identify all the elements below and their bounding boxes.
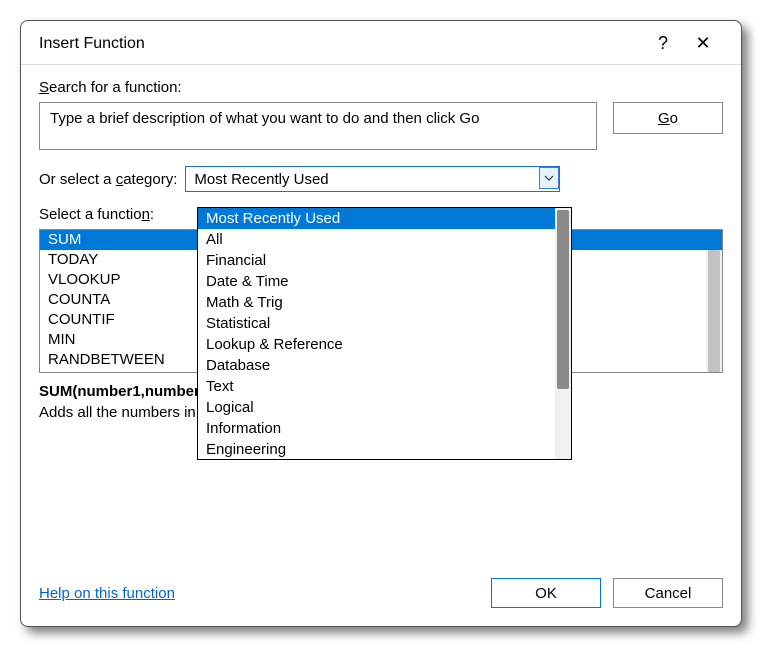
category-select-value: Most Recently Used [194,171,551,188]
category-label-post: ategory: [123,171,177,188]
list-item[interactable]: Logical [198,397,571,418]
cancel-button[interactable]: Cancel [613,578,723,608]
list-item[interactable]: Math & Trig [198,292,571,313]
category-row: Or select a category: Most Recently Used [39,166,723,192]
go-button-accel: G [658,110,670,127]
category-select[interactable]: Most Recently Used [185,166,560,192]
function-list-label-post: : [150,206,154,223]
search-label-text: earch for a function: [49,79,182,96]
dialog-title: Insert Function [39,35,643,53]
category-dropdown-list[interactable]: Most Recently UsedAllFinancialDate & Tim… [197,207,572,460]
go-button[interactable]: Go [613,102,723,134]
list-item[interactable]: All [198,229,571,250]
list-item[interactable]: Engineering [198,439,571,460]
search-input[interactable]: Type a brief description of what you wan… [39,102,597,150]
scrollbar-thumb[interactable] [557,210,569,389]
dialog-content: Search for a function: Type a brief desc… [21,65,741,578]
help-link[interactable]: Help on this function [39,585,479,602]
scrollbar-thumb[interactable] [708,250,720,372]
function-list-label-accel: n [142,206,150,223]
list-item[interactable]: Information [198,418,571,439]
ok-button[interactable]: OK [491,578,601,608]
category-label-pre: Or select a [39,171,116,188]
list-item[interactable]: Financial [198,250,571,271]
search-label-accel: S [39,79,49,96]
scrollbar[interactable] [706,250,722,372]
scrollbar[interactable] [555,208,571,459]
list-item[interactable]: Statistical [198,313,571,334]
help-icon[interactable]: ? [643,33,683,54]
list-item[interactable]: Database [198,355,571,376]
list-item[interactable]: Lookup & Reference [198,334,571,355]
list-item[interactable]: Date & Time [198,271,571,292]
list-item[interactable]: Text [198,376,571,397]
dialog-footer: Help on this function OK Cancel [21,578,741,626]
go-button-text: o [670,110,678,127]
insert-function-dialog: Insert Function ? ✕ Search for a functio… [20,20,742,627]
close-icon[interactable]: ✕ [683,33,723,54]
category-label: Or select a category: [39,171,177,188]
titlebar: Insert Function ? ✕ [21,21,741,65]
list-item[interactable]: Most Recently Used [198,208,571,229]
chevron-down-icon[interactable] [539,167,559,189]
function-list-label-pre: Select a functio [39,206,142,223]
search-label: Search for a function: [39,79,723,96]
search-row: Type a brief description of what you wan… [39,102,723,150]
